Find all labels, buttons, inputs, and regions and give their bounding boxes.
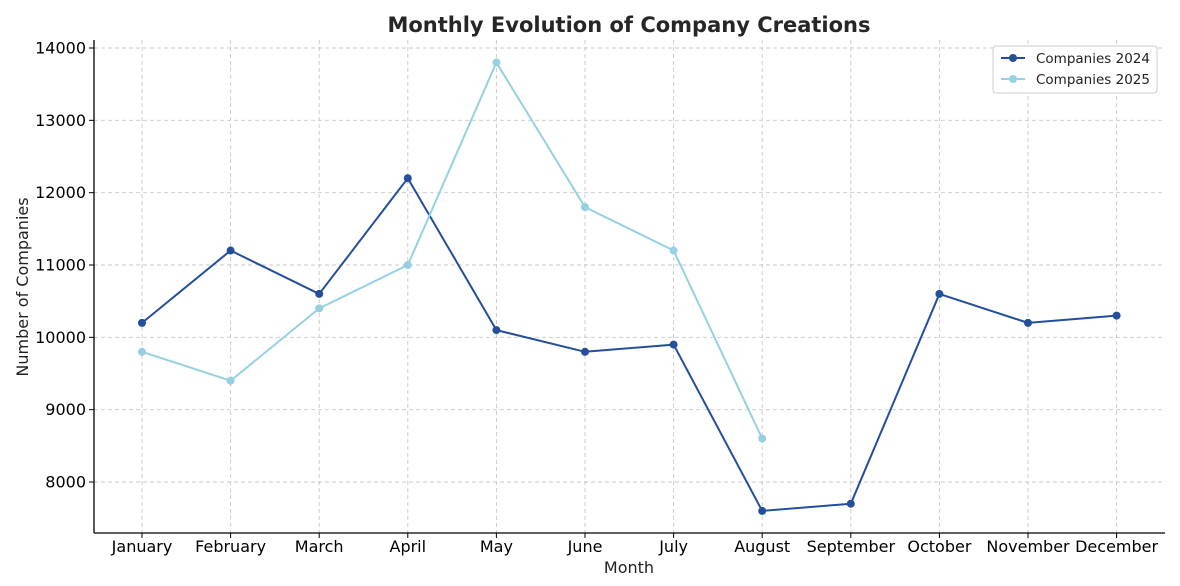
x-tick-label: August bbox=[734, 537, 790, 556]
legend-label-2025: Companies 2025 bbox=[1036, 72, 1150, 88]
data-point bbox=[1112, 311, 1121, 320]
y-tick-label: 12000 bbox=[35, 183, 86, 202]
data-point bbox=[403, 174, 412, 183]
y-tick-label: 14000 bbox=[35, 39, 86, 58]
data-point bbox=[935, 289, 944, 298]
data-point bbox=[846, 499, 855, 508]
series-line-0 bbox=[141, 177, 1117, 512]
x-tick-label: March bbox=[295, 537, 344, 556]
x-tick-label: October bbox=[907, 537, 971, 556]
data-point bbox=[492, 326, 501, 335]
data-point bbox=[138, 347, 146, 356]
data-point bbox=[226, 376, 235, 385]
y-tick-label: 11000 bbox=[35, 256, 86, 275]
data-point bbox=[581, 347, 589, 356]
legend-box bbox=[992, 45, 1158, 94]
data-point bbox=[403, 261, 412, 269]
legend-marker-2024 bbox=[1009, 54, 1017, 62]
y-tick-label: 10000 bbox=[35, 328, 86, 347]
x-tick-label: June bbox=[567, 537, 603, 556]
data-point bbox=[226, 246, 235, 255]
data-point bbox=[315, 289, 324, 298]
ticks: January February March April May June July Augu… bbox=[35, 39, 1158, 557]
chart-title: Monthly Evolution of Company Creations bbox=[387, 13, 870, 37]
y-tick-label: 8000 bbox=[45, 473, 86, 492]
x-axis-label: Month bbox=[604, 558, 654, 577]
y-tick-label: 13000 bbox=[35, 111, 86, 130]
series bbox=[138, 58, 1121, 515]
data-point bbox=[758, 434, 767, 443]
data-point bbox=[1024, 318, 1032, 327]
series-line-1 bbox=[141, 61, 764, 440]
y-tick-label: 9000 bbox=[45, 400, 86, 419]
x-tick-label: December bbox=[1075, 537, 1158, 556]
y-axis-label: Number of Companies bbox=[13, 197, 32, 376]
data-point bbox=[581, 203, 589, 212]
data-point bbox=[758, 506, 767, 515]
x-tick-label: May bbox=[480, 537, 513, 556]
data-point bbox=[138, 318, 146, 327]
legend-marker-2025 bbox=[1009, 75, 1017, 83]
legend: Companies 2024 Companies 2025 bbox=[992, 45, 1158, 94]
data-point bbox=[315, 304, 324, 313]
x-tick-label: November bbox=[986, 537, 1070, 556]
x-tick-label: September bbox=[807, 537, 896, 556]
grid bbox=[94, 40, 1165, 533]
data-point bbox=[669, 340, 678, 349]
x-tick-label: February bbox=[195, 537, 266, 556]
axes bbox=[93, 40, 1165, 534]
data-point bbox=[669, 246, 678, 255]
x-tick-label: January bbox=[111, 537, 173, 556]
data-point bbox=[492, 58, 501, 67]
legend-label-2024: Companies 2024 bbox=[1036, 51, 1150, 67]
x-tick-label: April bbox=[390, 537, 427, 556]
x-tick-label: July bbox=[658, 537, 688, 556]
